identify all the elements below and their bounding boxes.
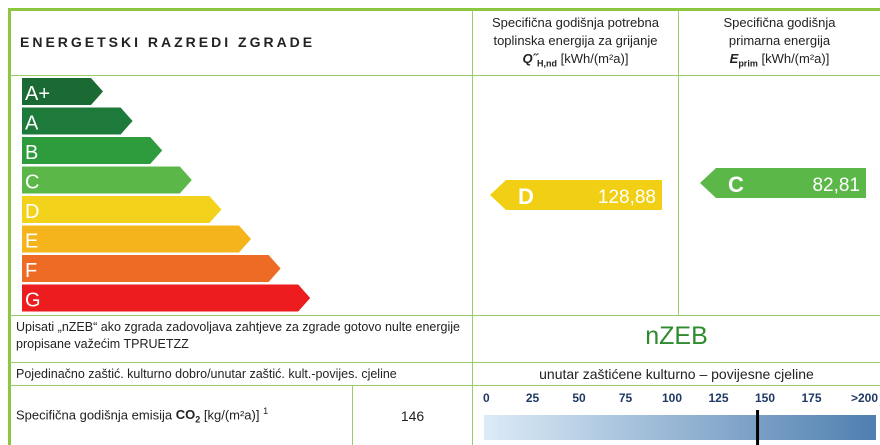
protected-text: Pojedinačno zaštić. kulturno dobro/unuta…	[16, 367, 397, 381]
class-label: C	[25, 172, 39, 194]
scale-tick: 50	[572, 391, 586, 405]
indicator-arrow	[700, 168, 866, 198]
subscript: 2	[195, 414, 201, 425]
class-arrow	[22, 225, 251, 253]
subscript: prim	[738, 58, 758, 69]
nzeb-value: nZEB	[645, 322, 708, 350]
note: 1	[263, 406, 269, 416]
rule	[10, 315, 880, 316]
symbol: E	[729, 51, 739, 66]
frame	[8, 8, 880, 445]
rule	[472, 10, 473, 445]
co2-label: Specifična godišnja emisija CO2 [kg/(m²a…	[16, 406, 268, 425]
class-label: A+	[25, 83, 50, 105]
rule	[10, 385, 880, 386]
class-label: A	[25, 113, 39, 135]
rule	[678, 10, 679, 315]
scale-tick: 75	[619, 391, 633, 405]
unit: [kg/(m²a)]	[203, 407, 260, 423]
indicator-arrow	[490, 180, 662, 210]
title: ENERGETSKI RAZREDI ZGRADE	[20, 34, 316, 50]
scale-bar	[484, 415, 876, 440]
scale-tick: 175	[801, 391, 821, 405]
class-arrow	[22, 196, 222, 223]
class-arrow	[22, 78, 103, 105]
class-label: G	[25, 290, 41, 312]
scale-tick: 25	[526, 391, 540, 405]
class-arrow	[22, 107, 133, 135]
unit: [kWh/(m²a)]	[761, 51, 830, 66]
co2-value: 146	[400, 408, 425, 424]
indicator-value: 82,81	[812, 175, 860, 196]
class-arrow	[22, 166, 192, 194]
rule	[352, 385, 353, 445]
rule	[10, 362, 880, 363]
indicator-value: 128,88	[598, 187, 656, 208]
scale-tick: 150	[755, 391, 775, 405]
class-label: B	[25, 142, 38, 164]
rule	[10, 75, 880, 76]
header-line: primarna energija	[728, 33, 831, 48]
scale-tick: 125	[708, 391, 728, 405]
header-unit: Q˝H,nd [kWh/(m²a)]	[473, 50, 678, 73]
col-header: Specifična godišnja potrebna toplinska e…	[473, 14, 678, 73]
scale-tick: 0	[483, 391, 490, 405]
scale-tick: 100	[662, 391, 682, 405]
indicator-class: D	[518, 184, 534, 209]
col-header: Specifična godišnja primarna energija Ep…	[679, 14, 880, 73]
subscript: H,nd	[536, 58, 557, 69]
indicator-class: C	[728, 172, 744, 197]
class-label: F	[25, 260, 37, 282]
class-label: E	[25, 231, 38, 253]
scale-tick: >200	[851, 391, 878, 405]
unit: [kWh/(m²a)]	[560, 51, 629, 66]
protected-value: unutar zaštićene kulturno – povijesne cj…	[539, 366, 814, 382]
class-arrow	[22, 137, 163, 164]
class-label: D	[25, 201, 39, 223]
symbol: Q˝	[522, 51, 537, 66]
nzeb-text: Upisati „nZEB“ ako zgrada zadovoljava za…	[16, 320, 461, 351]
class-arrow	[22, 255, 281, 282]
class-arrow	[22, 284, 311, 312]
header-line: Specifična godišnja potrebna	[492, 15, 659, 30]
header-line: Specifična godišnja	[723, 15, 836, 30]
text: Specifična godišnja emisija	[16, 407, 173, 423]
header-line: toplinska energija za grijanje	[493, 33, 658, 48]
header-unit: Eprim [kWh/(m²a)]	[679, 50, 880, 73]
symbol: CO	[175, 407, 196, 423]
